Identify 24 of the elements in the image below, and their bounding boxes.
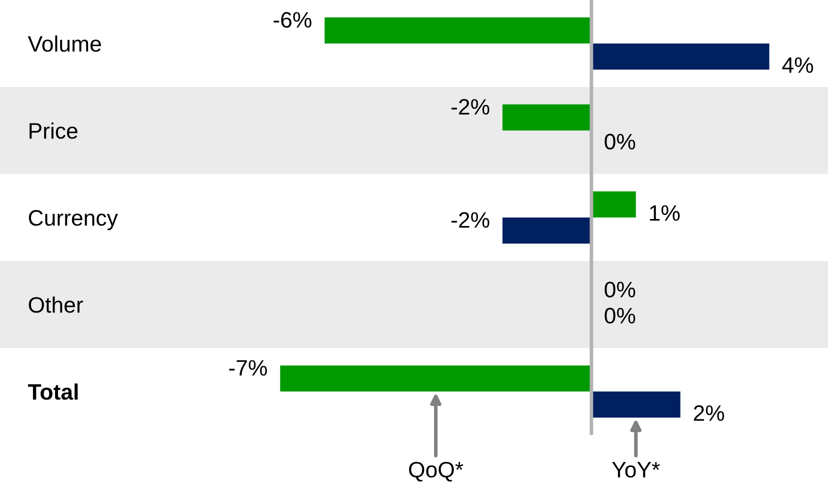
data-label: -7%	[229, 360, 267, 376]
data-label: 2%	[694, 405, 724, 421]
data-label: -6%	[274, 12, 312, 28]
bar	[591, 392, 680, 418]
bar	[591, 191, 636, 218]
data-label: 0%	[604, 282, 636, 298]
bar	[502, 218, 592, 244]
y-tick-label: Price	[30, 122, 78, 139]
y-tick-label: Volume	[28, 35, 101, 52]
data-label: 0%	[604, 308, 636, 324]
data-label: -2%	[452, 98, 490, 115]
series-label: YoY*	[612, 462, 660, 478]
data-label: -2%	[452, 212, 490, 228]
text: QoQ*	[409, 462, 464, 482]
bar	[280, 365, 592, 392]
data-label: 0%	[604, 134, 636, 150]
data-label: 1%	[650, 205, 680, 221]
data-label: 4%	[782, 57, 814, 73]
y-tick-label: Total	[28, 383, 78, 400]
bar	[324, 17, 592, 44]
bar	[591, 44, 770, 70]
y-tick-label: Other	[28, 296, 83, 313]
bar	[502, 104, 592, 131]
y-tick-label: Currency	[28, 210, 118, 230]
